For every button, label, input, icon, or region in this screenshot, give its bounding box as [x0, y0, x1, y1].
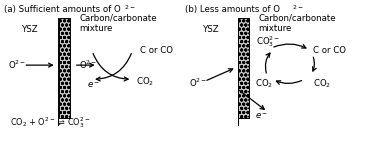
Text: O$^{2-}$: O$^{2-}$ [189, 77, 207, 89]
Text: YSZ: YSZ [22, 24, 38, 33]
Text: O$^{2-}$: O$^{2-}$ [79, 59, 98, 71]
Bar [59, 18, 70, 118]
Text: $^{2-}$: $^{2-}$ [292, 5, 304, 14]
Text: C or CO: C or CO [313, 46, 346, 55]
Text: (b) Less amounts of O: (b) Less amounts of O [185, 5, 280, 14]
Text: CO$_3^{2-}$: CO$_3^{2-}$ [256, 34, 280, 48]
Text: Carbon/carbonate
mixture: Carbon/carbonate mixture [258, 13, 336, 33]
Text: e$^-$: e$^-$ [255, 111, 268, 121]
Text: YSZ: YSZ [203, 24, 219, 33]
Text: Carbon/carbonate
mixture: Carbon/carbonate mixture [79, 13, 157, 33]
Text: O$^{2-}$: O$^{2-}$ [8, 59, 26, 71]
Bar [238, 18, 249, 118]
Text: CO$_2$ + O$^{2-}$ ⇌ CO$_3^{2-}$: CO$_2$ + O$^{2-}$ ⇌ CO$_3^{2-}$ [10, 115, 90, 130]
Text: CO$_2$: CO$_2$ [136, 76, 154, 88]
Text: $^{2-}$: $^{2-}$ [124, 5, 136, 14]
Text: (a) Sufficient amounts of O: (a) Sufficient amounts of O [4, 5, 121, 14]
Text: e$^-$: e$^-$ [87, 80, 99, 90]
Text: C or CO: C or CO [139, 46, 172, 55]
Text: CO$_2$: CO$_2$ [255, 77, 273, 90]
Text: CO$_2$: CO$_2$ [313, 77, 331, 90]
